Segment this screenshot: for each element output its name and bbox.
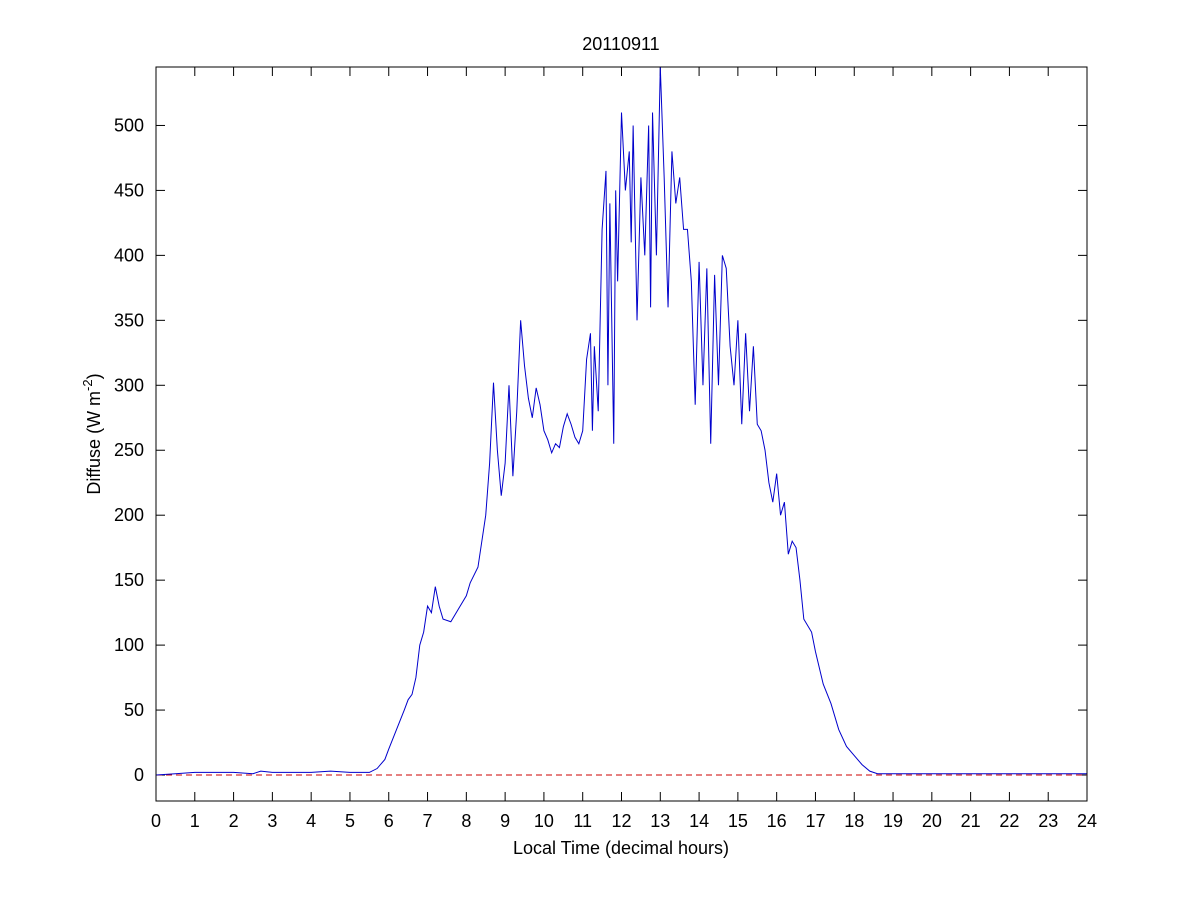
y-label-base: Diffuse (W m	[84, 391, 104, 495]
x-tick-label: 12	[611, 811, 631, 831]
x-tick-label: 11	[573, 811, 592, 831]
y-tick-label: 350	[114, 310, 144, 330]
chart-title: 20110911	[582, 34, 659, 54]
x-tick-label: 8	[461, 811, 471, 831]
y-tick-label: 150	[114, 570, 144, 590]
y-tick-label: 450	[114, 180, 144, 200]
x-tick-label: 2	[229, 811, 239, 831]
y-tick-label: 200	[114, 505, 144, 525]
plot-frame	[155, 66, 1088, 802]
x-tick-label: 14	[689, 811, 709, 831]
x-tick-label: 1	[190, 811, 200, 831]
x-tick-label: 20	[922, 811, 942, 831]
x-tick-label: 17	[805, 811, 825, 831]
x-tick-label: 3	[267, 811, 277, 831]
x-tick-label: 18	[844, 811, 864, 831]
x-tick-label: 0	[151, 811, 161, 831]
data-line	[155, 66, 1087, 776]
x-axis-label: Local Time (decimal hours)	[513, 838, 729, 858]
x-tick-label: 23	[1038, 811, 1058, 831]
y-tick-label: 0	[134, 765, 144, 785]
y-axis-label: Diffuse (W m-2)	[80, 373, 104, 494]
y-tick-label: 100	[114, 635, 144, 655]
x-tick-label: 15	[728, 811, 748, 831]
x-tick-label: 19	[883, 811, 903, 831]
x-tick-label: 13	[650, 811, 670, 831]
x-tick-label: 22	[999, 811, 1019, 831]
x-tick-label: 24	[1077, 811, 1097, 831]
x-tick-label: 4	[306, 811, 316, 831]
x-tick-label: 7	[423, 811, 433, 831]
y-label-superscript: -2	[80, 379, 95, 391]
y-tick-label: 400	[114, 245, 144, 265]
x-tick-label: 6	[384, 811, 394, 831]
x-tick-label: 9	[500, 811, 510, 831]
x-tick-label: 21	[961, 811, 981, 831]
x-tick-label: 16	[767, 811, 787, 831]
y-label-suffix: )	[84, 373, 104, 379]
y-tick-label: 500	[114, 115, 144, 135]
x-tick-label: 10	[534, 811, 554, 831]
x-tick-label: 5	[345, 811, 355, 831]
y-tick-label: 50	[124, 700, 144, 720]
y-tick-label: 300	[114, 375, 144, 395]
y-tick-label: 250	[114, 440, 144, 460]
